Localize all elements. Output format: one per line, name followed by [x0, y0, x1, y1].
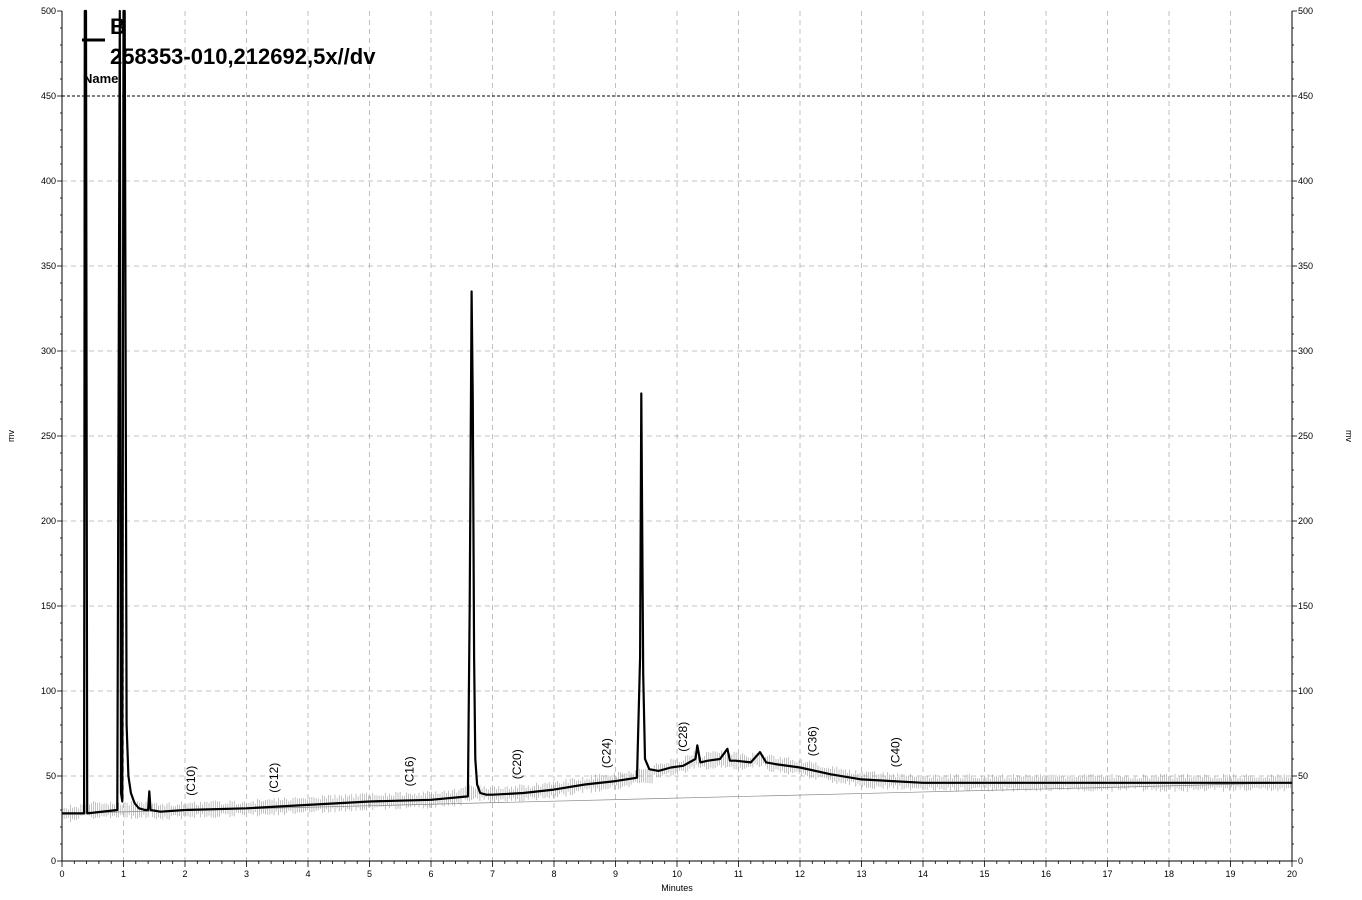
x-tick-label: 10 [672, 869, 682, 879]
y-tick-label-right: 450 [1298, 91, 1313, 101]
peak-label: (C24) [599, 738, 613, 768]
y-tick-label-left: 350 [41, 261, 56, 271]
y-tick-label-left: 250 [41, 431, 56, 441]
peak-label: (C10) [184, 766, 198, 796]
legend-letter: B [110, 14, 126, 39]
x-tick-label: 0 [59, 869, 64, 879]
y-tick-label-left: 150 [41, 601, 56, 611]
x-tick-label: 1 [121, 869, 126, 879]
legend: B 258353-010,212692,5x//dv Name [82, 14, 376, 86]
x-tick-label: 13 [856, 869, 866, 879]
y-tick-label-left: 50 [46, 771, 56, 781]
y-axis-right-ticks: 0 50 100 150 200 250 300 350 400 450 500 [1292, 6, 1313, 866]
y-tick-label-right: 100 [1298, 686, 1313, 696]
peak-label: (C20) [510, 749, 524, 779]
x-tick-label: 6 [428, 869, 433, 879]
x-tick-label: 2 [182, 869, 187, 879]
peak-label: (C36) [805, 726, 819, 756]
x-tick-label: 8 [551, 869, 556, 879]
y-tick-label-right: 250 [1298, 431, 1313, 441]
peak-label: (C28) [676, 722, 690, 752]
x-tick-label: 20 [1287, 869, 1297, 879]
peak-label: (C12) [267, 763, 281, 793]
y-axis-left-ticks: 0 50 100 150 200 250 300 350 400 450 500 [41, 6, 62, 866]
y-tick-label-right: 350 [1298, 261, 1313, 271]
y-tick-label-right: 400 [1298, 176, 1313, 186]
y-tick-label-right: 0 [1298, 856, 1303, 866]
x-tick-label: 18 [1164, 869, 1174, 879]
y-tick-label-left: 200 [41, 516, 56, 526]
y-tick-label-left: 100 [41, 686, 56, 696]
legend-name-label: Name [83, 71, 118, 86]
x-axis-title: Minutes [661, 883, 693, 893]
x-tick-label: 17 [1102, 869, 1112, 879]
series-line [62, 9, 1292, 815]
x-tick-label: 15 [979, 869, 989, 879]
x-axis-ticks: 0 1 2 3 4 5 6 7 8 9 10 11 12 13 14 15 16 17 18 19 20 [59, 861, 1297, 879]
y-axis-left-title: mv [6, 430, 16, 442]
x-tick-label: 7 [490, 869, 495, 879]
grid-lines [62, 11, 1292, 861]
peak-label: (C40) [888, 737, 902, 767]
y-tick-label-right: 200 [1298, 516, 1313, 526]
y-tick-label-right: 50 [1298, 771, 1308, 781]
peak-label: (C16) [403, 756, 417, 786]
y-tick-label-left: 500 [41, 6, 56, 16]
x-tick-label: 5 [367, 869, 372, 879]
legend-sample-name: 258353-010,212692,5x//dv [110, 44, 376, 69]
y-tick-label-left: 300 [41, 346, 56, 356]
baseline-line [61, 782, 1293, 814]
y-tick-label-right: 150 [1298, 601, 1313, 611]
peak-labels: (C10) (C12) (C16) (C20) (C24) (C28) (C36) (C40) [184, 722, 902, 796]
y-tick-label-left: 450 [41, 91, 56, 101]
x-tick-label: 3 [244, 869, 249, 879]
y-axis-right-title: mv [1344, 430, 1354, 442]
y-tick-label-left: 400 [41, 176, 56, 186]
x-tick-label: 14 [918, 869, 928, 879]
y-tick-label-right: 500 [1298, 6, 1313, 16]
x-tick-label: 9 [613, 869, 618, 879]
y-tick-label-left: 0 [51, 856, 56, 866]
x-tick-label: 12 [795, 869, 805, 879]
y-tick-label-right: 300 [1298, 346, 1313, 356]
x-tick-label: 11 [734, 869, 743, 879]
x-tick-label: 16 [1041, 869, 1051, 879]
x-tick-label: 19 [1225, 869, 1235, 879]
x-tick-label: 4 [305, 869, 310, 879]
